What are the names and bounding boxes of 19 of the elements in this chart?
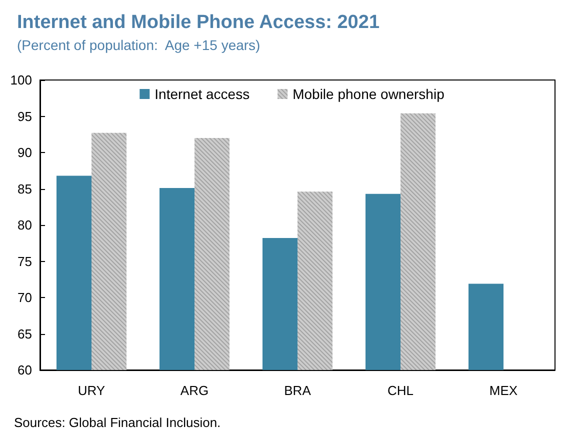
x-tick-label: ARG (180, 383, 209, 398)
y-tick-label: 90 (18, 145, 32, 160)
y-tick-label: 95 (18, 108, 32, 124)
legend-label: Internet access (154, 86, 250, 102)
y-tick-label: 60 (18, 362, 32, 378)
x-tick-label: CHL (387, 383, 414, 398)
x-tick-label: MEX (489, 383, 518, 398)
y-tick-label: 85 (18, 181, 32, 196)
y-tick-label: 75 (18, 254, 32, 269)
legend-label: Mobile phone ownership (292, 86, 445, 102)
y-tick-label: 100 (10, 72, 32, 88)
x-tick-label: URY (78, 383, 106, 398)
chart-title: Internet and Mobile Phone Access: 2021 (17, 12, 380, 33)
y-tick-label: 70 (18, 290, 32, 305)
chart-subtitle: (Percent of population: Age +15 years) (17, 37, 260, 53)
source-note: Sources: Global Financial Inclusion. (14, 415, 221, 430)
y-tick-label: 80 (18, 218, 32, 232)
y-tick-label: 65 (18, 326, 32, 342)
x-tick-label: BRA (284, 383, 312, 398)
